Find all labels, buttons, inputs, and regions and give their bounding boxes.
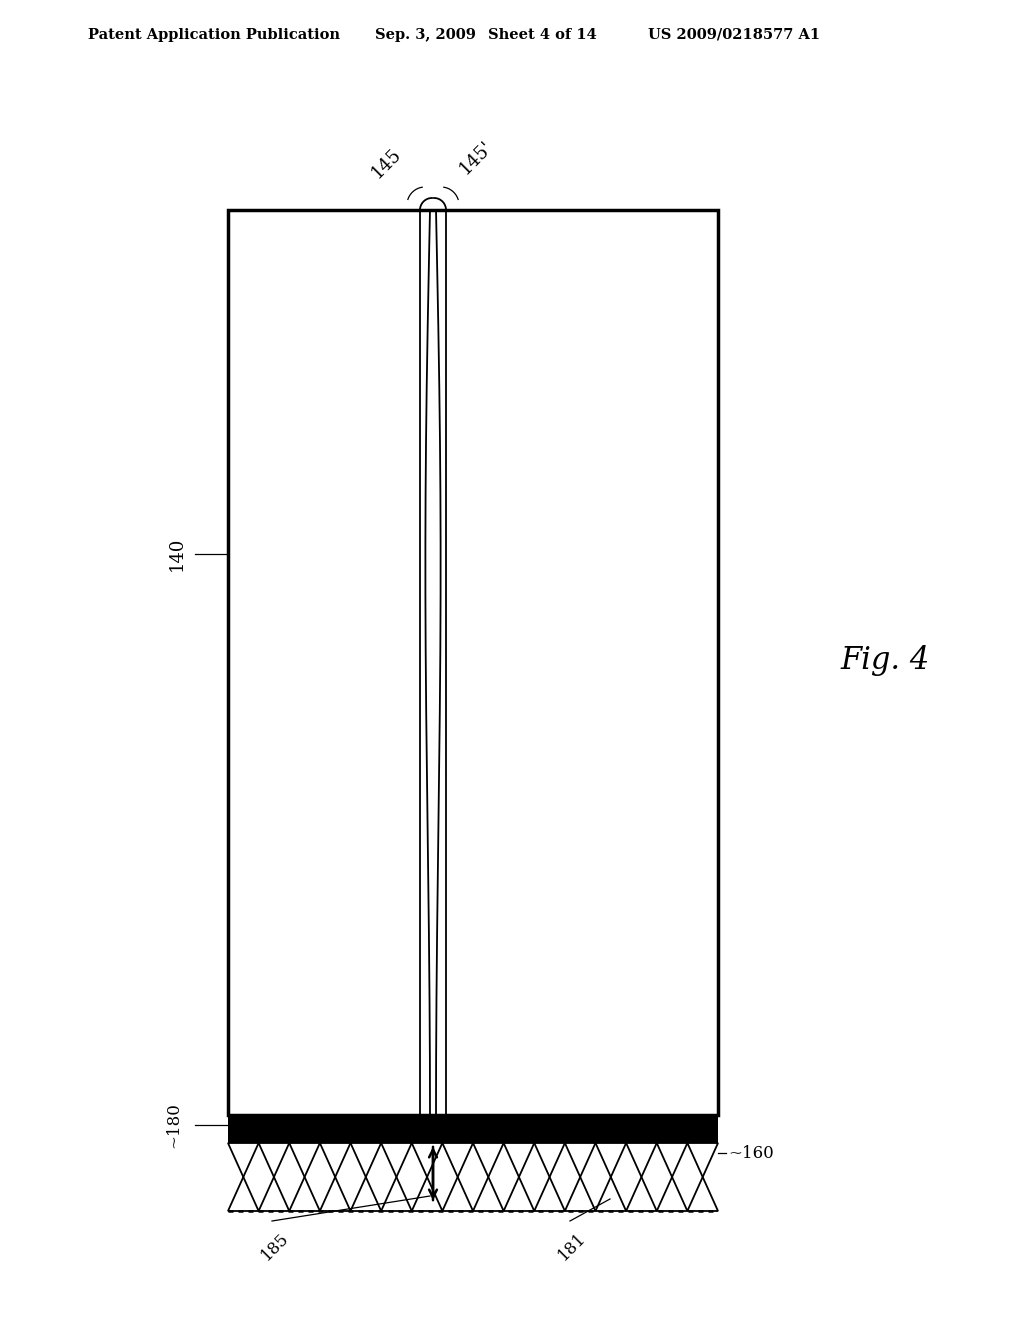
Text: Fig. 4: Fig. 4 [840,644,929,676]
Polygon shape [228,1115,718,1143]
Text: 145: 145 [368,145,404,182]
Text: 181: 181 [555,1229,590,1263]
Text: Sheet 4 of 14: Sheet 4 of 14 [488,28,597,42]
Text: Sep. 3, 2009: Sep. 3, 2009 [375,28,476,42]
Text: 185: 185 [258,1229,293,1263]
Text: Patent Application Publication: Patent Application Publication [88,28,340,42]
Text: 145': 145' [456,137,497,178]
Text: US 2009/0218577 A1: US 2009/0218577 A1 [648,28,820,42]
Text: ~180: ~180 [165,1102,182,1148]
Text: 140: 140 [168,537,186,572]
Text: ~160: ~160 [728,1144,774,1162]
